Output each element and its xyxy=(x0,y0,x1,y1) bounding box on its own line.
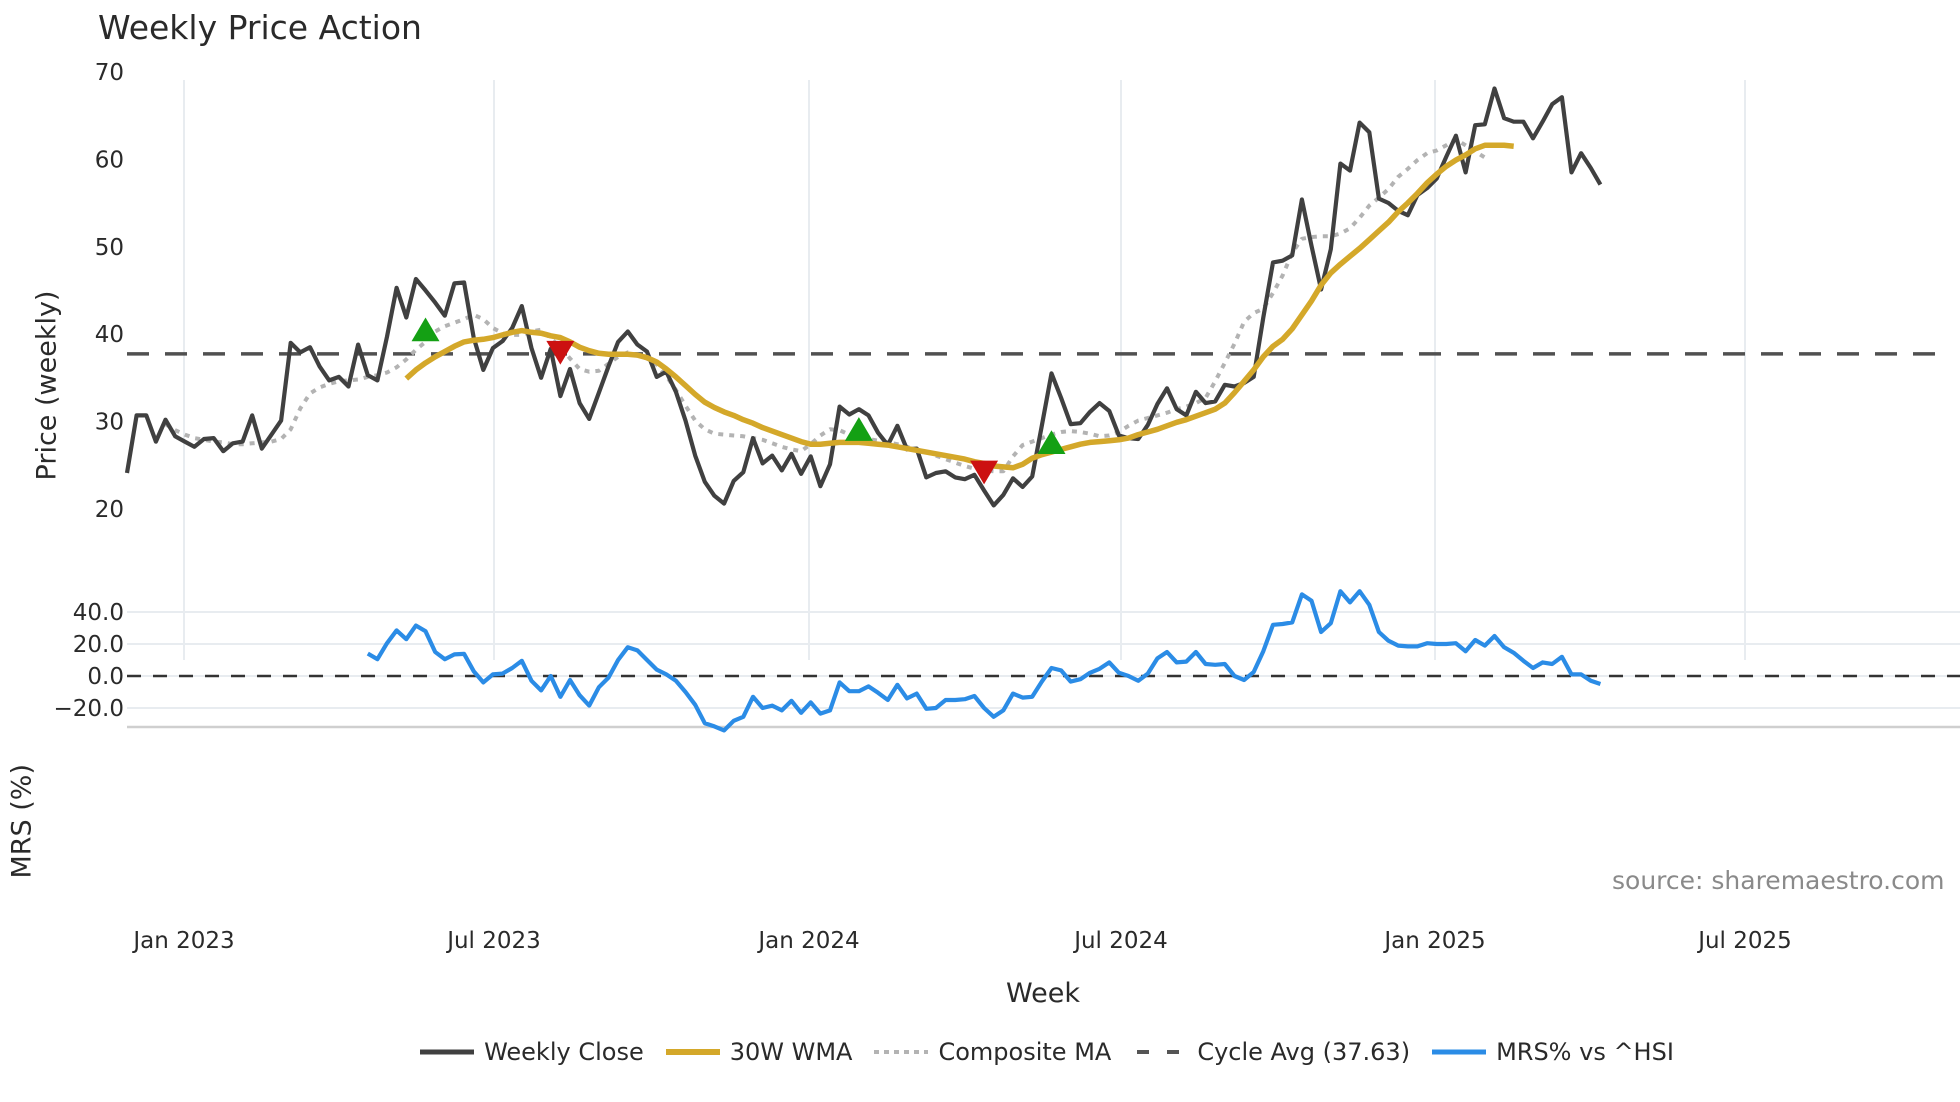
mrs-line xyxy=(366,589,1602,733)
price-series xyxy=(124,86,1948,508)
solid-line-icon xyxy=(420,1049,475,1055)
price-y-tick: 30 xyxy=(95,410,124,436)
price-y-ticks: 70 60 50 40 30 20 xyxy=(95,60,124,523)
mrs-y-ticks: 40.0 20.0 0.0 −20.0 xyxy=(54,600,124,722)
mrs-y-tick: 20.0 xyxy=(73,632,124,658)
price-y-tick: 70 xyxy=(95,60,124,86)
mrs-series xyxy=(366,589,1602,733)
wma-30w-line xyxy=(404,142,1514,471)
x-tick-label: Jul 2024 xyxy=(1072,928,1168,954)
mrs-y-tick: −20.0 xyxy=(54,696,124,722)
source-attribution: source: sharemaestro.com xyxy=(1612,866,1945,895)
price-y-tick: 60 xyxy=(95,147,124,173)
legend-label: Cycle Avg (37.63) xyxy=(1197,1038,1411,1066)
solid-line-icon xyxy=(1432,1049,1487,1055)
signal-markers xyxy=(411,317,1066,485)
dashed-line-icon xyxy=(1137,1050,1188,1054)
price-y-axis-label: Price (weekly) xyxy=(31,290,63,481)
legend-item-mrs[interactable]: MRS% vs ^HSI xyxy=(1430,1038,1674,1066)
price-y-tick: 50 xyxy=(95,235,124,261)
price-y-tick: 20 xyxy=(95,497,124,523)
legend-label: Weekly Close xyxy=(484,1038,644,1066)
mrs-gridlines xyxy=(127,611,1960,709)
buy-signal-triangle-up-icon xyxy=(1037,430,1066,454)
x-tick-label: Jan 2023 xyxy=(131,928,234,954)
weekly-close-line xyxy=(124,86,1603,508)
buy-signal-triangle-up-icon xyxy=(411,317,440,342)
legend-label: Composite MA xyxy=(938,1038,1112,1066)
buy-signal-triangle-up-icon xyxy=(844,417,873,441)
dotted-line-icon xyxy=(874,1050,929,1054)
legend-item-30w-wma[interactable]: 30W WMA xyxy=(664,1038,853,1066)
sell-signal-triangle-down-icon xyxy=(546,340,575,365)
mrs-y-tick: 40.0 xyxy=(73,600,124,626)
x-tick-label: Jan 2024 xyxy=(756,928,859,954)
chart-title: Weekly Price Action xyxy=(98,8,422,47)
mrs-y-axis-label: MRS (%) xyxy=(6,764,38,879)
mrs-y-tick: 0.0 xyxy=(87,664,124,690)
price-y-tick: 40 xyxy=(95,322,124,348)
legend: Weekly Close 30W WMA Composite MA Cycle … xyxy=(0,1038,1960,1066)
x-tick-label: Jul 2025 xyxy=(1696,928,1792,954)
x-axis-ticks: Jan 2023 Jul 2023 Jan 2024 Jul 2024 Jan 2025… xyxy=(131,928,1791,954)
solid-line-icon xyxy=(665,1049,720,1055)
legend-item-weekly-close[interactable]: Weekly Close xyxy=(418,1038,644,1066)
x-axis-label: Week xyxy=(1006,978,1080,1009)
legend-label: MRS% vs ^HSI xyxy=(1496,1038,1674,1066)
x-tick-label: Jul 2023 xyxy=(445,928,541,954)
x-tick-label: Jan 2025 xyxy=(1382,928,1485,954)
sell-signal-triangle-down-icon xyxy=(970,460,999,485)
composite-ma-line xyxy=(164,137,1486,474)
legend-item-composite-ma[interactable]: Composite MA xyxy=(872,1038,1111,1066)
legend-item-cycle-avg[interactable]: Cycle Avg (37.63) xyxy=(1131,1038,1410,1066)
legend-label: 30W WMA xyxy=(729,1038,853,1066)
price-gridlines xyxy=(183,80,1746,660)
